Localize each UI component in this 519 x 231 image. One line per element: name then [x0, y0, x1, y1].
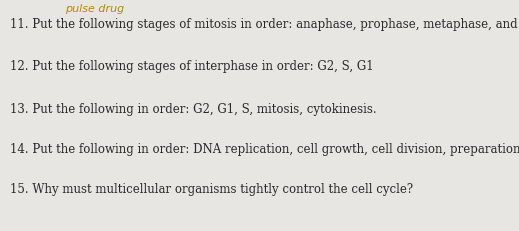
Text: 11. Put the following stages of mitosis in order: anaphase, prophase, metaphase,: 11. Put the following stages of mitosis … [10, 18, 519, 31]
Text: 15. Why must multicellular organisms tightly control the cell cycle?: 15. Why must multicellular organisms tig… [10, 183, 413, 196]
Text: 13. Put the following in order: G2, G1, S, mitosis, cytokinesis.: 13. Put the following in order: G2, G1, … [10, 103, 377, 116]
Text: 12. Put the following stages of interphase in order: G2, S, G1: 12. Put the following stages of interpha… [10, 60, 374, 73]
Text: pulse drug: pulse drug [65, 4, 124, 14]
Text: 14. Put the following in order: DNA replication, cell growth, cell division, pre: 14. Put the following in order: DNA repl… [10, 143, 519, 156]
